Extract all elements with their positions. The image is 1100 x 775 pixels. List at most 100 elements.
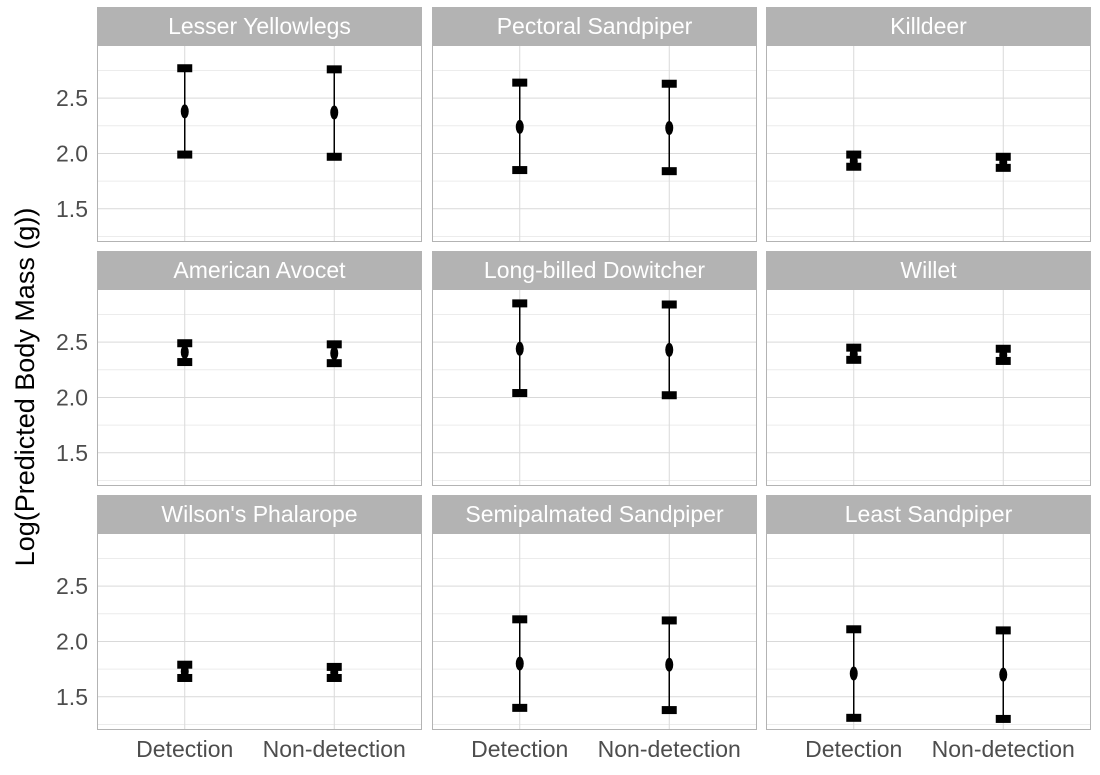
facet-strip — [432, 251, 757, 289]
facet-strip — [97, 7, 422, 45]
panel-background — [432, 289, 757, 486]
mean-point — [999, 155, 1008, 170]
mean-point — [849, 347, 858, 362]
errorbar-non-detection — [326, 662, 342, 682]
panel-border — [432, 533, 757, 730]
mean-point — [180, 104, 189, 119]
mean-point — [665, 121, 674, 136]
errorbar-lower-cap — [326, 152, 342, 161]
facet-strip — [766, 251, 1091, 289]
x-tick-label: Detection — [136, 736, 233, 762]
errorbar-upper-cap — [661, 79, 677, 88]
errorbar-non-detection — [995, 344, 1011, 365]
panel-background — [97, 45, 422, 242]
panel-willet: Willet — [766, 251, 1091, 486]
panel-background — [97, 289, 422, 486]
y-tick-label: 2.5 — [56, 85, 88, 111]
y-axis-title: Log(Predicted Body Mass (g)) — [10, 208, 40, 567]
errorbar-lower-cap — [177, 358, 193, 367]
panel-background — [432, 533, 757, 730]
facet-strip — [97, 495, 422, 533]
errorbar-upper-cap — [661, 616, 677, 625]
panel-semipalmated-sandpiper: Semipalmated Sandpiper Detection Non-detec… — [432, 495, 757, 762]
errorbar-detection — [512, 78, 528, 175]
panel-border — [766, 45, 1091, 242]
errorbar-non-detection — [326, 65, 342, 161]
errorbar-non-detection — [661, 616, 677, 715]
x-tick-label: Detection — [471, 736, 568, 762]
y-tick-label: 1.5 — [56, 684, 88, 710]
mean-point — [330, 665, 339, 680]
panel-background — [766, 289, 1091, 486]
panel-border — [432, 45, 757, 242]
panel-pectoral-sandpiper: Pectoral Sandpiper — [432, 7, 757, 242]
y-tick-label: 2.0 — [56, 384, 88, 410]
errorbar-detection — [846, 625, 862, 722]
errorbar-upper-cap — [661, 300, 677, 309]
mean-point — [515, 656, 524, 671]
panel-background — [97, 533, 422, 730]
errorbar-lower-cap — [661, 706, 677, 715]
mean-point — [515, 341, 524, 356]
mean-point — [999, 667, 1008, 682]
errorbar-lower-cap — [846, 713, 862, 722]
panel-border — [97, 289, 422, 486]
panel-border — [766, 533, 1091, 730]
errorbar-detection — [512, 299, 528, 398]
errorbar-lower-cap — [512, 166, 528, 175]
errorbar-upper-cap — [177, 339, 193, 348]
errorbar-lower-cap — [995, 714, 1011, 723]
errorbar-non-detection — [326, 340, 342, 368]
panel-background — [432, 45, 757, 242]
panel-american-avocet: American Avocet 1.5 2.0 2.5 — [56, 251, 422, 486]
panel-background — [766, 45, 1091, 242]
x-tick-label: Non-detection — [932, 736, 1075, 762]
mean-point — [849, 154, 858, 169]
errorbar-non-detection — [661, 79, 677, 176]
mean-point — [180, 345, 189, 360]
y-tick-label: 1.5 — [56, 440, 88, 466]
errorbar-lower-cap — [177, 150, 193, 159]
facet-strip-label: Killdeer — [890, 13, 967, 39]
mean-point — [330, 105, 339, 120]
mean-point — [515, 119, 524, 134]
mean-point — [999, 348, 1008, 363]
errorbar-detection — [846, 343, 862, 364]
x-tick-label: Non-detection — [263, 736, 406, 762]
facet-strip-label: Lesser Yellowlegs — [168, 13, 351, 39]
facet-strip — [432, 7, 757, 45]
errorbar-upper-cap — [512, 78, 528, 87]
panel-border — [432, 289, 757, 486]
errorbar-upper-cap — [326, 65, 342, 74]
errorbar-detection — [512, 615, 528, 712]
x-tick-label: Detection — [805, 736, 902, 762]
errorbar-detection — [177, 660, 193, 682]
errorbar-upper-cap — [846, 625, 862, 634]
facet-strip-label: Least Sandpiper — [845, 501, 1013, 527]
errorbar-lower-cap — [512, 703, 528, 712]
y-tick-label: 1.5 — [56, 196, 88, 222]
mean-point — [849, 666, 858, 681]
errorbar-upper-cap — [512, 615, 528, 624]
errorbar-non-detection — [995, 626, 1011, 723]
errorbar-lower-cap — [661, 391, 677, 400]
panel-background — [766, 533, 1091, 730]
facet-strip — [432, 495, 757, 533]
panel-least-sandpiper: Least Sandpiper Detection Non-detection — [766, 495, 1091, 762]
errorbar-upper-cap — [995, 626, 1011, 635]
y-tick-label: 2.0 — [56, 628, 88, 654]
errorbar-lower-cap — [326, 359, 342, 368]
errorbar-upper-cap — [512, 299, 528, 308]
facet-strip-label: Long-billed Dowitcher — [484, 257, 706, 283]
mean-point — [330, 346, 339, 361]
facet-strip-label: Wilson's Phalarope — [161, 501, 357, 527]
mean-point — [665, 342, 674, 357]
errorbar-detection — [846, 150, 862, 171]
y-tick-label: 2.5 — [56, 329, 88, 355]
y-tick-label: 2.5 — [56, 573, 88, 599]
facet-strip — [766, 7, 1091, 45]
facet-strip — [766, 495, 1091, 533]
errorbar-detection — [177, 64, 193, 159]
